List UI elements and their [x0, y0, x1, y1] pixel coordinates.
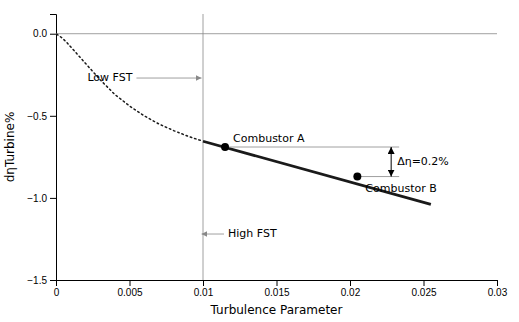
- x-tick-label: 0.005: [117, 287, 142, 298]
- y-tick-mark: [50, 116, 56, 117]
- reference-line: [203, 14, 204, 280]
- x-tick-mark: [350, 280, 351, 286]
- delta-arrow: [391, 147, 392, 177]
- dotted-curve: [57, 34, 203, 141]
- x-tick-mark: [277, 280, 278, 286]
- y-tick-label: −0.5: [27, 111, 47, 122]
- x-tick: 0: [54, 280, 60, 298]
- x-tick-label: 0.015: [264, 287, 289, 298]
- y-tick-mark: [50, 198, 56, 199]
- annotation-label: Low FST: [87, 71, 132, 84]
- x-axis-title: Turbulence Parameter: [210, 303, 343, 317]
- reference-line: [56, 33, 497, 34]
- y-tick: 0.0: [33, 28, 56, 39]
- solid-line: [203, 141, 431, 204]
- y-tick-mark: [50, 34, 56, 35]
- x-tick: 0.025: [411, 280, 436, 298]
- x-tick: 0.015: [264, 280, 289, 298]
- plot-area: [56, 14, 497, 280]
- x-tick-mark: [497, 280, 498, 286]
- x-tick-label: 0.01: [194, 287, 214, 298]
- x-tick-label: 0.02: [341, 287, 361, 298]
- annotation-arrow: [136, 78, 201, 79]
- x-tick: 0.01: [194, 280, 214, 298]
- y-tick-label: −1.5: [27, 275, 47, 286]
- y-tick: −1.0: [27, 193, 56, 204]
- x-tick-label: 0.03: [488, 287, 508, 298]
- x-axis-line: [57, 281, 498, 287]
- x-tick-label: 0: [54, 287, 60, 298]
- x-tick: 0.03: [488, 280, 508, 298]
- x-tick-mark: [424, 280, 425, 286]
- y-axis: 0.0 −0.5 −1.0 −1.5: [27, 15, 56, 286]
- y-tick: −1.5: [27, 275, 56, 286]
- y-tick-label: −1.0: [27, 193, 47, 204]
- point-label: Combustor A: [233, 132, 305, 145]
- y-axis-line: [50, 15, 57, 281]
- annotation-label: High FST: [228, 227, 277, 240]
- annotations: Combustor A Combustor B Δη=0.2% Low FST High…: [87, 71, 448, 240]
- y-tick: −0.5: [27, 111, 56, 122]
- x-tick-label: 0.025: [411, 287, 436, 298]
- y-axis-title: dηTurbine%: [3, 112, 17, 183]
- chart: 0 0.005 0.01 0.015 0.02 0.025 0.03 0.0 −0.5 −1.0 −…: [0, 0, 519, 322]
- level-line: [357, 176, 399, 177]
- x-tick: 0.02: [341, 280, 361, 298]
- point: [353, 173, 361, 181]
- y-tick-label: 0.0: [33, 28, 47, 39]
- x-tick-mark: [130, 280, 131, 286]
- x-axis: 0 0.005 0.01 0.015 0.02 0.025 0.03: [54, 280, 508, 298]
- y-tick-mark: [50, 280, 56, 281]
- point-label: Combustor B: [365, 182, 436, 195]
- point: [221, 143, 229, 151]
- x-tick: 0.005: [117, 280, 142, 298]
- delta-label: Δη=0.2%: [397, 155, 449, 168]
- x-tick-mark: [203, 280, 204, 286]
- annotation-arrow: [202, 234, 224, 235]
- level-line: [225, 147, 399, 148]
